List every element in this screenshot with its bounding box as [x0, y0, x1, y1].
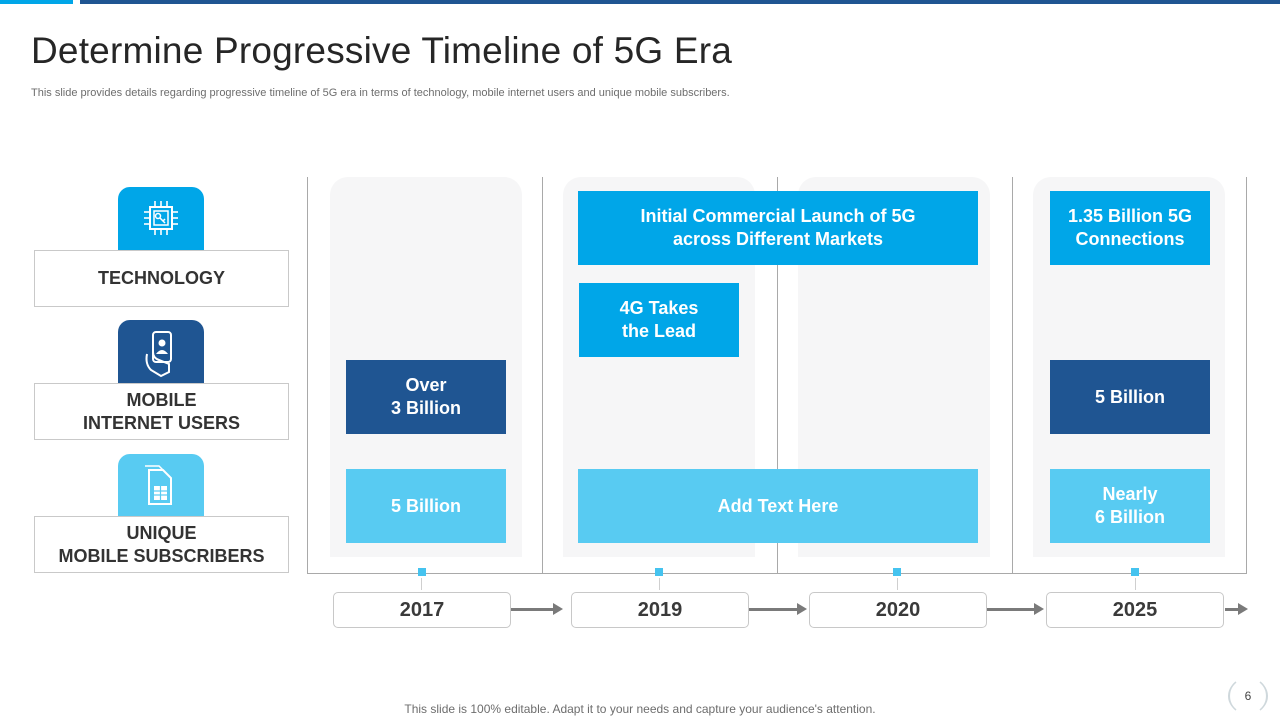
- chip-key-icon: [144, 201, 178, 235]
- tech-2019-box: 4G Takes the Lead: [579, 283, 739, 357]
- arrow-head-icon: [1034, 603, 1044, 615]
- tech-launch-box: Initial Commercial Launch of 5G across D…: [578, 191, 978, 265]
- timeline-tick: [418, 568, 426, 576]
- year-2025: 2025: [1046, 592, 1224, 628]
- top-accent-bar-dark: [80, 0, 1280, 4]
- tech-2025-box: 1.35 Billion 5G Connections: [1050, 191, 1210, 265]
- timeline-tick: [1131, 568, 1139, 576]
- footer-note: This slide is 100% editable. Adapt it to…: [404, 702, 876, 716]
- slide-title: Determine Progressive Timeline of 5G Era: [31, 30, 732, 71]
- year-2020: 2020: [809, 592, 987, 628]
- category-label-technology: TECHNOLOGY: [34, 250, 289, 307]
- timeline-arrow: [511, 608, 555, 611]
- tick-stem: [421, 578, 422, 590]
- tick-stem: [897, 578, 898, 590]
- internet-users-icon-tab: [118, 320, 204, 388]
- subscribers-2025-box: Nearly 6 Billion: [1050, 469, 1210, 543]
- subscribers-icon-tab: [118, 454, 204, 522]
- users-2017-box: Over 3 Billion: [346, 360, 506, 434]
- sim-card-icon: [145, 465, 172, 505]
- timeline-baseline: [307, 573, 1247, 574]
- timeline-arrow: [1225, 608, 1239, 611]
- slide-subtitle: This slide provides details regarding pr…: [31, 87, 730, 99]
- page-number-ring-icon: [1228, 681, 1268, 711]
- category-label-internet-users: MOBILE INTERNET USERS: [34, 383, 289, 440]
- arrow-head-icon: [1238, 603, 1248, 615]
- subscribers-2019-2020-box: Add Text Here: [578, 469, 978, 543]
- grid-line: [542, 177, 543, 574]
- arrow-head-icon: [553, 603, 563, 615]
- grid-line: [1012, 177, 1013, 574]
- category-label-subscribers: UNIQUE MOBILE SUBSCRIBERS: [34, 516, 289, 573]
- timeline-tick: [655, 568, 663, 576]
- timeline-arrow: [749, 608, 799, 611]
- timeline-tick: [893, 568, 901, 576]
- hand-phone-user-icon: [145, 331, 172, 378]
- grid-line: [1246, 177, 1247, 574]
- users-2025-box: 5 Billion: [1050, 360, 1210, 434]
- year-2017: 2017: [333, 592, 511, 628]
- top-accent-bar-light: [0, 0, 73, 4]
- arrow-head-icon: [797, 603, 807, 615]
- timeline-arrow: [987, 608, 1036, 611]
- grid-line: [307, 177, 308, 574]
- grid-line: [777, 177, 778, 574]
- tick-stem: [1135, 578, 1136, 590]
- subscribers-2017-box: 5 Billion: [346, 469, 506, 543]
- technology-icon-tab: [118, 187, 204, 255]
- page-number: 6: [1226, 676, 1270, 716]
- tick-stem: [659, 578, 660, 590]
- year-2019: 2019: [571, 592, 749, 628]
